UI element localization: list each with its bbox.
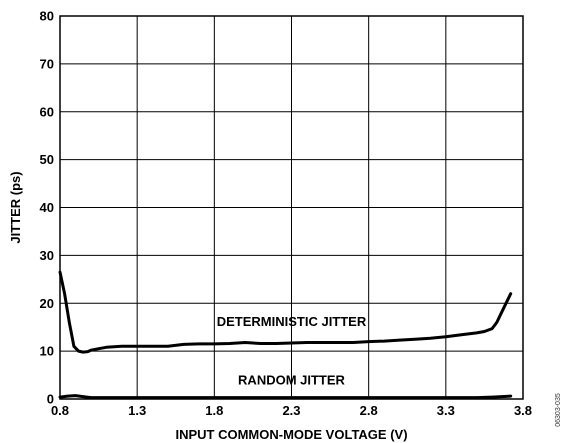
y-axis-title: JITTER (ps) (8, 171, 23, 243)
y-tick-label: 0 (47, 392, 54, 407)
y-tick-label: 50 (40, 152, 54, 167)
deterministic-jitter-line (58, 270, 513, 354)
annotation-layer: DETERMINISTIC JITTER RANDOM JITTER (217, 314, 367, 388)
y-tick-label: 40 (40, 200, 54, 215)
y-tick-label: 10 (40, 344, 54, 359)
y-tick-label: 80 (40, 9, 54, 24)
series-layer (58, 270, 513, 400)
x-tick-label: 2.3 (282, 403, 300, 418)
x-tick-label: 1.8 (205, 403, 223, 418)
x-tick-label: 1.3 (128, 403, 146, 418)
x-tick-label: 3.8 (514, 403, 532, 418)
x-tick-label: 3.3 (437, 403, 455, 418)
x-tick-label: 2.8 (360, 403, 378, 418)
x-tick-label: 0.8 (51, 403, 69, 418)
deterministic-jitter-label: DETERMINISTIC JITTER (217, 314, 367, 329)
plot-frame (59, 15, 524, 400)
y-tick-label: 20 (40, 296, 54, 311)
y-tick-label: 70 (40, 56, 54, 71)
y-tick-label: 30 (40, 248, 54, 263)
random-jitter-label: RANDOM JITTER (238, 373, 346, 388)
figure-id-label: 06303-035 (555, 393, 562, 427)
random-jitter-line (58, 394, 513, 400)
y-tick-label: 60 (40, 104, 54, 119)
x-axis-title: INPUT COMMON-MODE VOLTAGE (V) (175, 427, 407, 442)
tick-layer: 0.8 1.3 1.8 2.3 2.8 3.3 3.8 0 10 20 30 40 50 60 70 80 (40, 9, 533, 419)
